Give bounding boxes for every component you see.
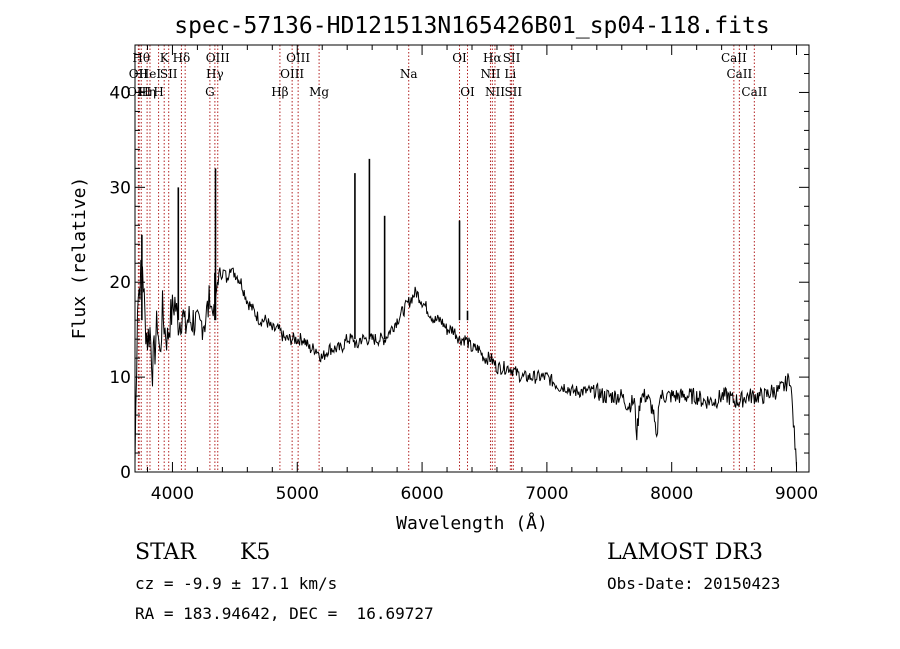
- chart-title: spec-57136-HD121513N165426B01_sp04-118.f…: [174, 13, 769, 39]
- marker-label-20: NII: [480, 67, 500, 81]
- marker-label-15: OIII: [286, 51, 310, 65]
- emission-spikes: [141, 158, 469, 340]
- x-tick-label-0: 4000: [151, 484, 194, 504]
- marker-label-6: K: [160, 51, 170, 65]
- survey-label: LAMOST DR3: [607, 540, 763, 565]
- marker-label-0: OII: [129, 67, 149, 81]
- radec-line: RA = 183.94642, DEC = 16.69727: [135, 604, 434, 623]
- y-tick-label-3: 30: [109, 178, 131, 198]
- x-tick-label-2: 6000: [400, 484, 443, 504]
- x-axis-label: Wavelength (Å): [396, 512, 548, 534]
- marker-label-25: SII: [504, 85, 522, 99]
- marker-label-7: SII: [160, 67, 178, 81]
- marker-label-13: Hβ: [271, 85, 288, 99]
- marker-label-3: Hη: [138, 85, 156, 99]
- line-markers: [137, 45, 755, 472]
- x-tick-label-3: 7000: [525, 484, 568, 504]
- x-axis-ticks: 4000 5000 6000 7000 8000 9000: [146, 45, 818, 504]
- subclass-label: K5: [240, 540, 271, 565]
- y-axis-ticks: 0 10 20 30 40: [109, 53, 809, 483]
- marker-label-11: Hγ: [206, 67, 224, 81]
- marker-label-14: OIII: [280, 67, 304, 81]
- marker-label-27: CaII: [726, 67, 752, 81]
- cz-line: cz = -9.9 ± 17.1 km/s: [135, 574, 338, 593]
- marker-label-12: OIII: [206, 51, 230, 65]
- x-tick-label-1: 5000: [276, 484, 319, 504]
- y-tick-label-0: 0: [120, 463, 131, 483]
- y-tick-label-2: 20: [109, 273, 131, 293]
- marker-label-17: Na: [400, 67, 418, 81]
- marker-label-28: CaII: [741, 85, 767, 99]
- obs-date-line: Obs-Date: 20150423: [607, 574, 781, 593]
- y-axis-label: Flux (relative): [69, 177, 90, 340]
- marker-label-5: H: [153, 85, 163, 99]
- marker-label-23: Li: [504, 67, 516, 81]
- marker-label-8: Hδ: [173, 51, 191, 65]
- marker-label-26: CaII: [721, 51, 747, 65]
- marker-label-18: OI: [452, 51, 467, 65]
- marker-label-10: G: [205, 85, 215, 99]
- marker-label-21: Hα: [483, 51, 502, 65]
- x-tick-label-4: 8000: [650, 484, 693, 504]
- marker-label-24: SII: [503, 51, 521, 65]
- marker-label-16: Mg: [309, 85, 329, 99]
- y-tick-label-1: 10: [109, 368, 131, 388]
- plot-frame: [134, 44, 810, 473]
- class-label: STAR: [135, 540, 196, 565]
- x-tick-label-5: 9000: [775, 484, 818, 504]
- y-tick-label-4: 40: [109, 83, 131, 103]
- marker-label-4: HeI: [139, 67, 162, 81]
- marker-label-19: OI: [460, 85, 475, 99]
- line-marker-labels: OIIOIIIHθHηHeIHKSIIHδGHγOIIIHβOIIIOIIIMg…: [127, 51, 767, 99]
- marker-label-22: NII: [485, 85, 505, 99]
- spectrum-line: [134, 260, 797, 468]
